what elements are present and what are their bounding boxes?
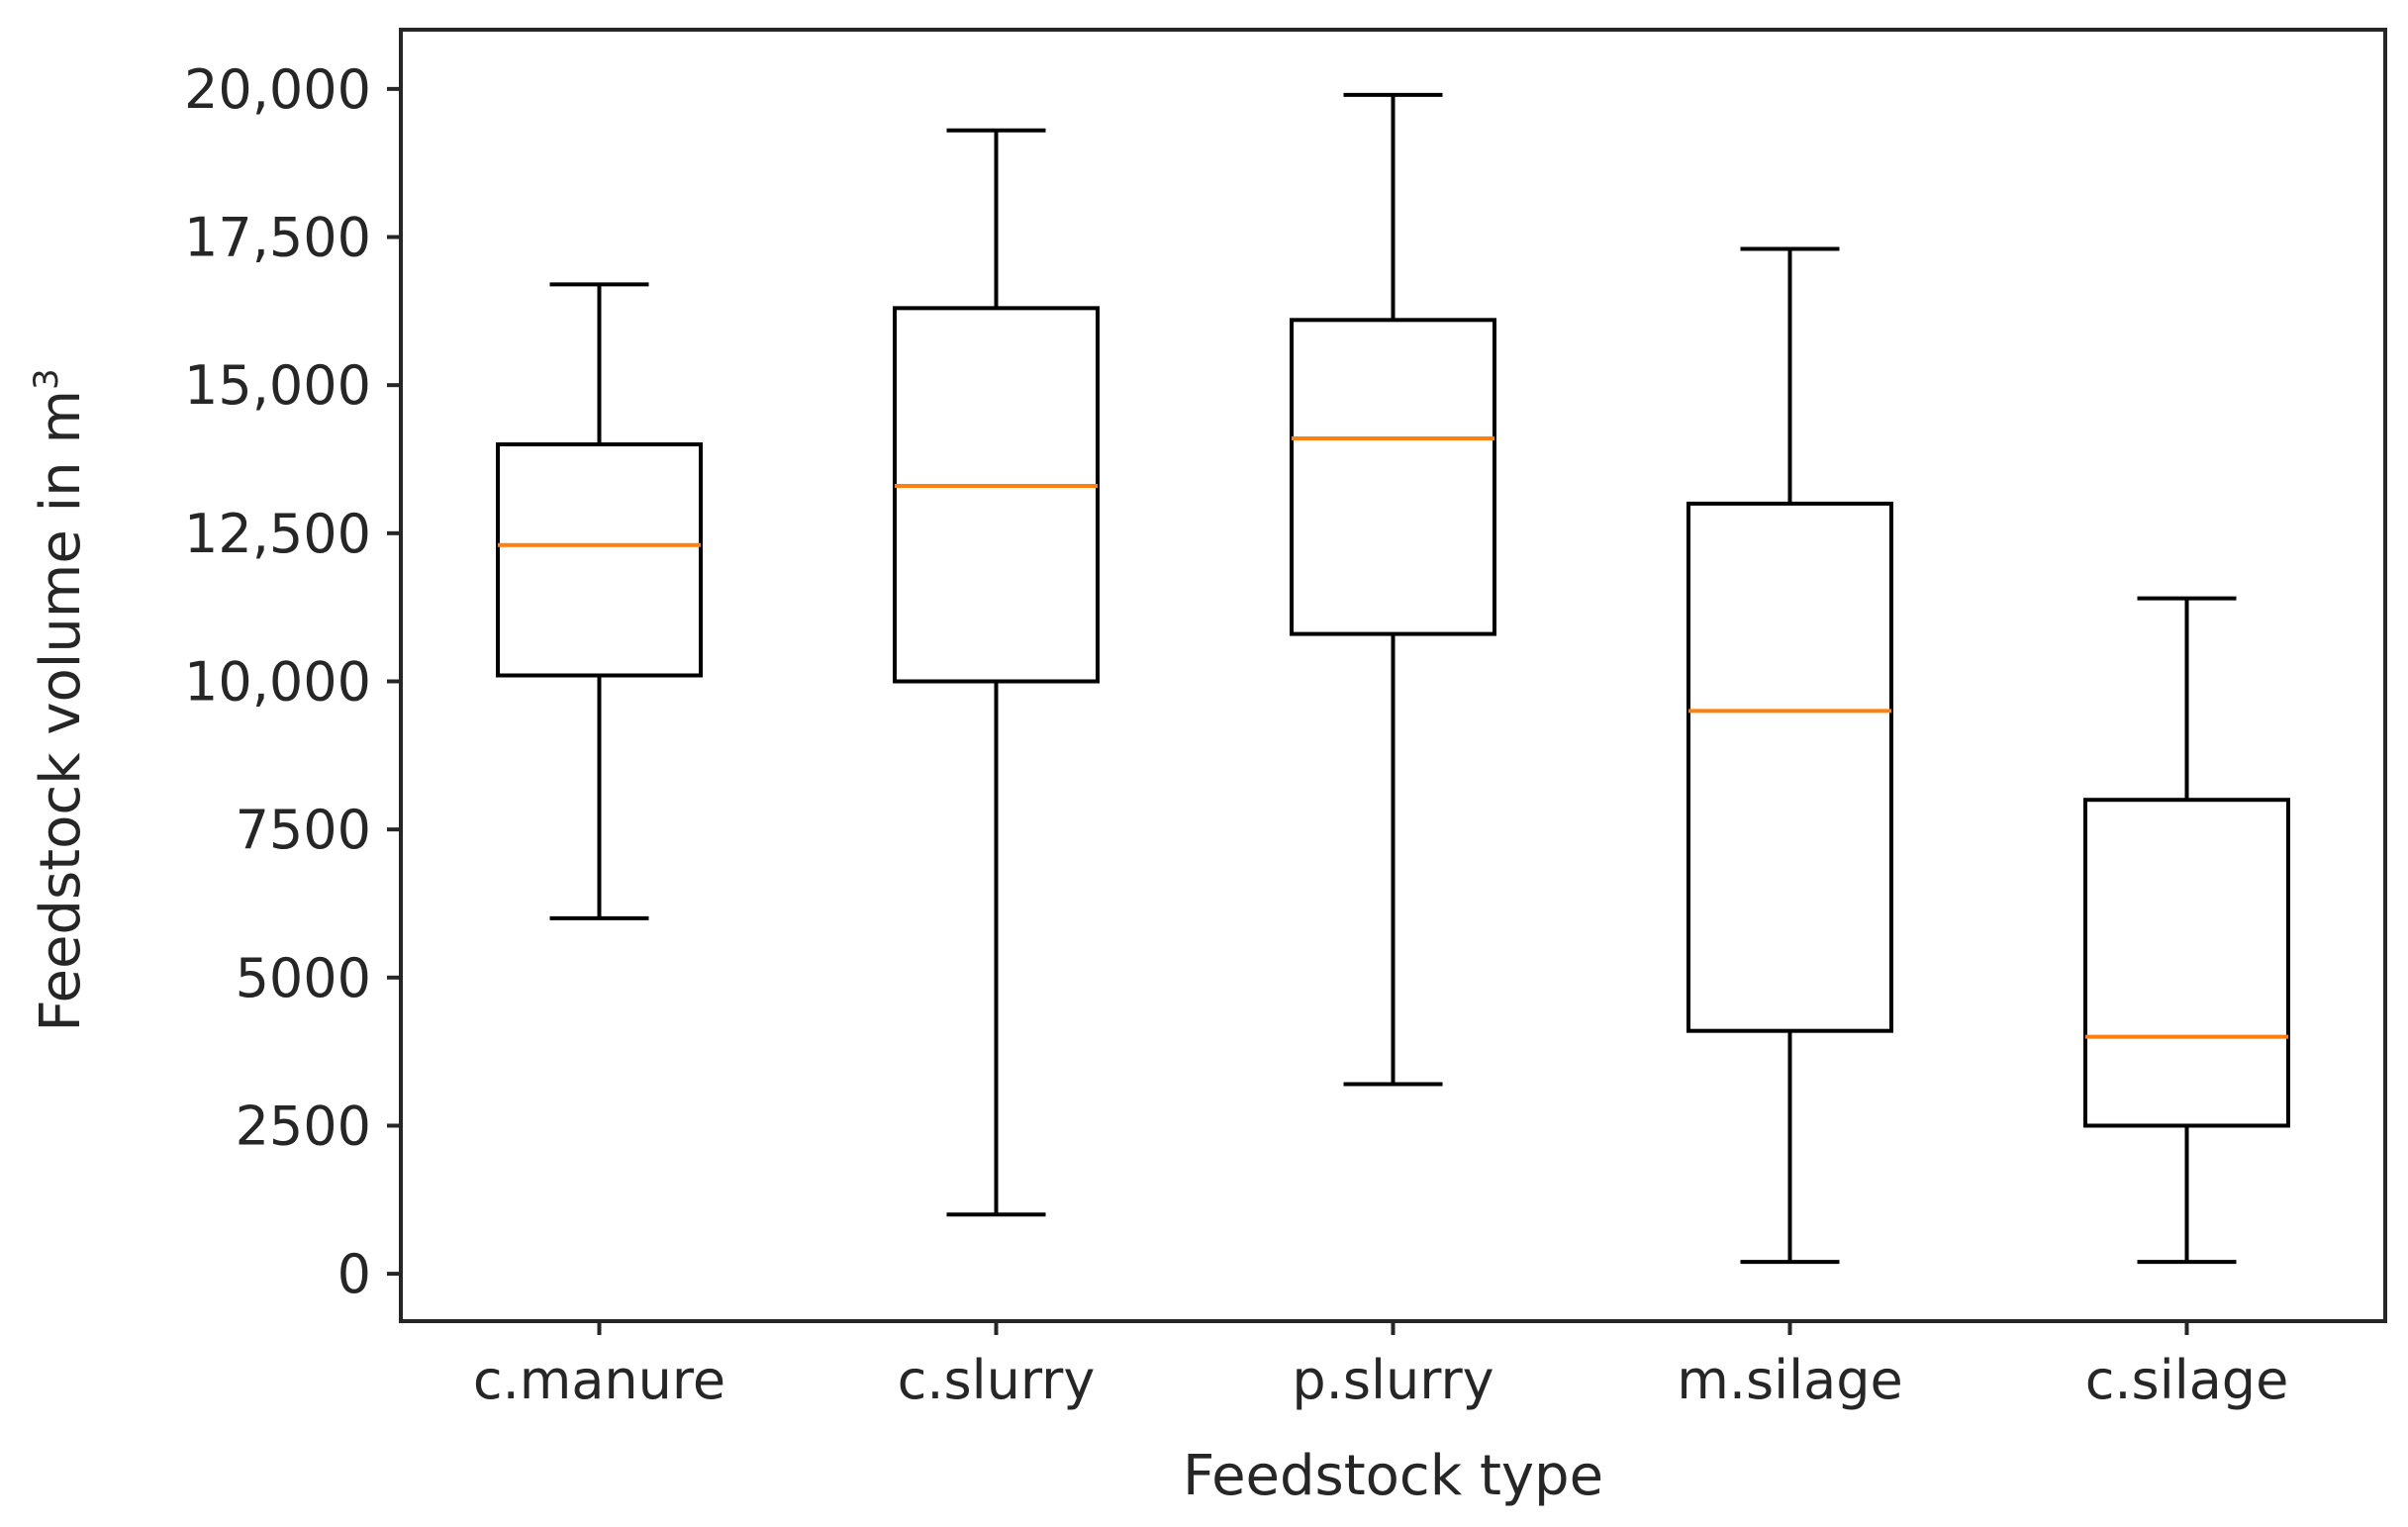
- box-iqr: [2083, 798, 2290, 1128]
- box-c-slurry: [893, 128, 1100, 1217]
- box-series: [496, 92, 2290, 1265]
- box-p-slurry: [1290, 92, 1496, 1087]
- box-c-silage: [2083, 596, 2290, 1265]
- y-axis: 0 2500 5000 7500 10,000 12,500 15,000 17,500 20,…: [184, 58, 401, 1305]
- y-tick-label: 5000: [236, 947, 371, 1009]
- y-tick-label: 12,500: [184, 503, 371, 565]
- x-tick-label: c.silage: [2085, 1349, 2289, 1411]
- y-tick-label: 7500: [236, 799, 371, 861]
- box-iqr: [1686, 501, 1893, 1033]
- y-axis-title-superscript: 3: [27, 368, 66, 390]
- y-axis-title: Feedstock volume in m3: [27, 368, 93, 1031]
- x-tick-label: m.silage: [1677, 1349, 1903, 1411]
- box-iqr: [1290, 318, 1496, 636]
- x-tick-label: p.slurry: [1292, 1349, 1493, 1411]
- box-c-manure: [496, 282, 703, 920]
- y-tick-label: 20,000: [184, 58, 371, 121]
- box-iqr: [893, 306, 1100, 684]
- x-tick-label: c.manure: [473, 1349, 725, 1411]
- y-tick-label: 10,000: [184, 650, 371, 713]
- y-tick-label: 2500: [236, 1095, 371, 1157]
- x-axis-title: Feedstock type: [1183, 1444, 1603, 1508]
- box-iqr: [496, 442, 703, 678]
- y-tick-label: 17,500: [184, 207, 371, 269]
- y-tick-label: 0: [337, 1243, 371, 1305]
- x-tick-label: c.slurry: [898, 1349, 1096, 1411]
- x-axis: c.manure c.slurry p.slurry m.silage c.silage: [473, 1321, 2288, 1411]
- y-tick-label: 15,000: [184, 354, 371, 417]
- box-m-silage: [1686, 246, 1893, 1265]
- y-axis-title-text: Feedstock volume in m: [29, 390, 93, 1032]
